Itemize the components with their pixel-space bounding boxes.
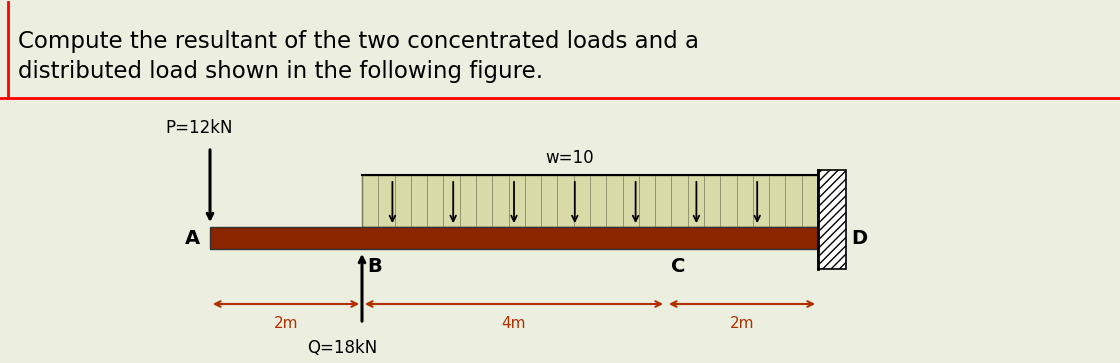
Text: 2m: 2m (273, 316, 298, 331)
Text: B: B (367, 257, 382, 276)
Polygon shape (211, 227, 818, 249)
Text: 2m: 2m (730, 316, 754, 331)
Text: P=12kN: P=12kN (165, 119, 233, 137)
Text: w=10: w=10 (545, 149, 595, 167)
Text: distributed load shown in the following figure.: distributed load shown in the following … (18, 60, 543, 83)
Text: A: A (185, 228, 200, 248)
Polygon shape (362, 175, 818, 227)
Polygon shape (818, 170, 846, 269)
Text: D: D (851, 228, 867, 248)
Text: C: C (671, 257, 685, 276)
Text: 4m: 4m (502, 316, 526, 331)
Text: Q=18kN: Q=18kN (307, 339, 377, 357)
Text: Compute the resultant of the two concentrated loads and a: Compute the resultant of the two concent… (18, 30, 699, 53)
